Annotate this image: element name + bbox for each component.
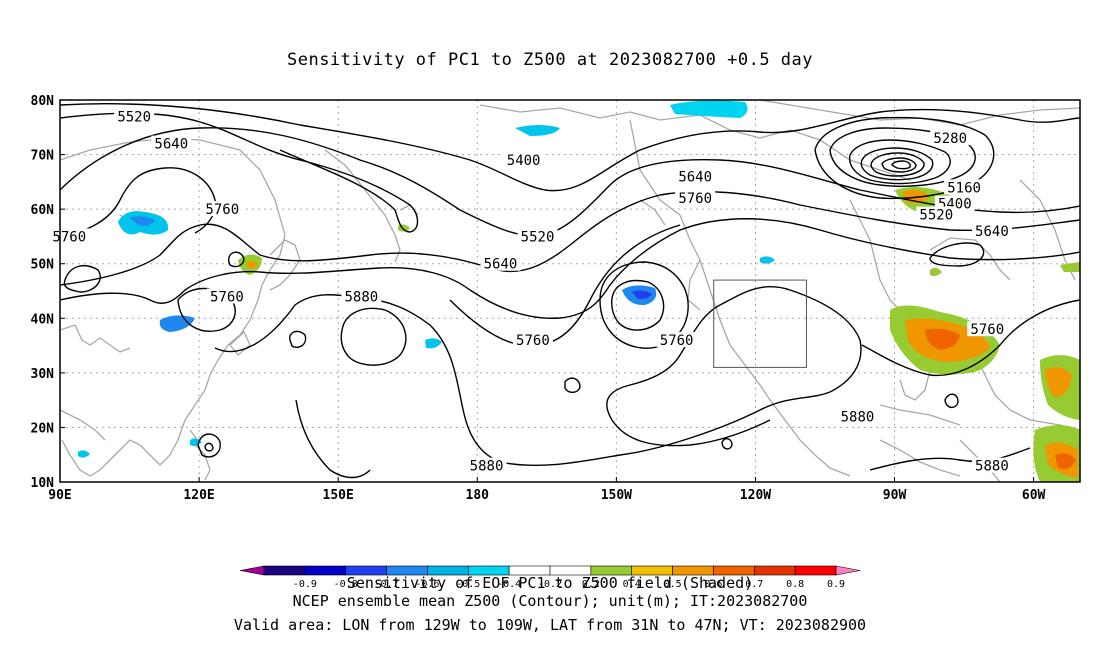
- lat-label: 50N: [31, 258, 55, 273]
- lon-label: 90W: [883, 488, 907, 503]
- contour-label-bg: [202, 201, 243, 217]
- lat-label: 30N: [31, 367, 55, 382]
- colorbar-tick-label: 0.9: [827, 579, 845, 590]
- latitude-labels: 80N 70N 60N 50N 40N 30N 20N 10N: [31, 94, 65, 491]
- map-title: Sensitivity of PC1 to Z500 at 2023082700…: [286, 50, 813, 70]
- colorbar-tick-label: -0.4: [497, 579, 521, 590]
- valid-area-box: [713, 279, 807, 368]
- plot-frame: [59, 99, 1081, 483]
- contour-label: 5760: [970, 322, 1004, 338]
- colorbar: -0.9 -0.8 -0.7 -0.6 -0.5 -0.4 -0.2 0.2 0.4 0.5 0.6…: [239, 565, 861, 592]
- lon-label: 60W: [1022, 488, 1046, 503]
- contour-label-bg: [944, 179, 985, 195]
- contour-label: 5640: [484, 257, 518, 273]
- contour-label-bg: [675, 168, 716, 184]
- contour-label: 5160: [947, 180, 981, 196]
- contour-label-bg: [916, 206, 957, 222]
- contour-label-bg: [114, 108, 155, 124]
- colorbar-tick-label: 0.4: [623, 579, 641, 590]
- colorbar-tick-label: -0.8: [334, 579, 358, 590]
- contour-label-bg: [656, 332, 697, 348]
- contour-label-bg: [151, 135, 192, 151]
- contour-label-bg: [967, 321, 1008, 337]
- contour-label-bg: [341, 288, 382, 304]
- contour-label: 5880: [975, 459, 1009, 475]
- contour-label-bg: [675, 190, 716, 206]
- colorbar-segment: [263, 565, 306, 576]
- contour-label: 5520: [919, 208, 953, 224]
- contour-label-bg: [512, 332, 553, 348]
- contour-label: 5880: [470, 459, 504, 475]
- lat-label: 20N: [31, 421, 55, 436]
- colorbar-end-low: [239, 565, 265, 576]
- lon-label: 120W: [740, 488, 771, 503]
- caption-line1: Sensitivity of EOF PC1 to Z500 field (Sh…: [347, 574, 753, 592]
- colorbar-end-high: [835, 565, 861, 576]
- contour-label: 5880: [345, 289, 379, 305]
- colorbar-tick-label: -0.9: [293, 579, 317, 590]
- colorbar-tick-label: 0.7: [745, 579, 763, 590]
- contour-label-bg: [971, 222, 1012, 238]
- colorbar-tick-label: -0.2: [538, 579, 562, 590]
- lat-label: 60N: [31, 203, 55, 218]
- contour-label: 5760: [660, 333, 694, 349]
- colorbar-segment: [753, 565, 796, 576]
- colorbar-segment: [794, 565, 837, 576]
- longitude-labels: 90E 120E 150E 180 150W 120W 90W 60W: [48, 477, 1046, 503]
- contour-label-bg: [971, 457, 1012, 473]
- colorbar-segment: [304, 565, 347, 576]
- contour-label-bg: [480, 255, 521, 271]
- contour-label-bg: [837, 408, 878, 424]
- lat-label: 80N: [31, 94, 55, 109]
- caption-line2: NCEP ensemble mean Z500 (Contour); unit(…: [292, 592, 808, 610]
- lat-label: 70N: [31, 149, 55, 164]
- contour-label-bg: [503, 152, 544, 168]
- lon-label: 90E: [48, 488, 71, 503]
- colorbar-tick-label: 0.5: [664, 579, 682, 590]
- caption-line3: Valid area: LON from 129W to 109W, LAT f…: [233, 616, 867, 634]
- colorbar-tick-label: -0.6: [415, 579, 439, 590]
- coastlines: [60, 100, 1080, 482]
- contour-label-bg: [206, 288, 247, 304]
- contour-label: 5760: [516, 333, 550, 349]
- lat-label: 40N: [31, 312, 55, 327]
- contour-label: 5760: [52, 229, 86, 245]
- contour-label-bg: [930, 130, 971, 146]
- z500-contours: [60, 103, 1080, 479]
- colorbar-tick-label: 0.6: [704, 579, 722, 590]
- lon-label: 180: [466, 488, 490, 503]
- lon-label: 150W: [601, 488, 632, 503]
- contour-label-bg: [517, 228, 558, 244]
- contour-label: 5640: [678, 169, 712, 185]
- colorbar-tick-label: 0.2: [582, 579, 600, 590]
- contour-label: 5520: [521, 229, 555, 245]
- contour-label: 5760: [205, 202, 239, 218]
- lat-label: 10N: [31, 476, 55, 491]
- contour-label: 5760: [210, 289, 244, 305]
- contour-label: 5520: [117, 109, 151, 125]
- lon-label: 150E: [323, 488, 354, 503]
- contour-label-bg: [466, 457, 507, 473]
- colorbar-tick-label: -0.7: [375, 579, 399, 590]
- contour-label: 5640: [154, 137, 188, 153]
- contour-label: 5640: [975, 224, 1009, 240]
- contour-label: 5280: [933, 131, 967, 147]
- colorbar-tick-label: 0.8: [786, 579, 804, 590]
- colorbar-tick-label: -0.5: [456, 579, 480, 590]
- contour-label: 5880: [841, 410, 875, 426]
- contour-label: 5760: [678, 191, 712, 207]
- contour-label: 5400: [507, 153, 541, 169]
- lon-label: 120E: [183, 488, 214, 503]
